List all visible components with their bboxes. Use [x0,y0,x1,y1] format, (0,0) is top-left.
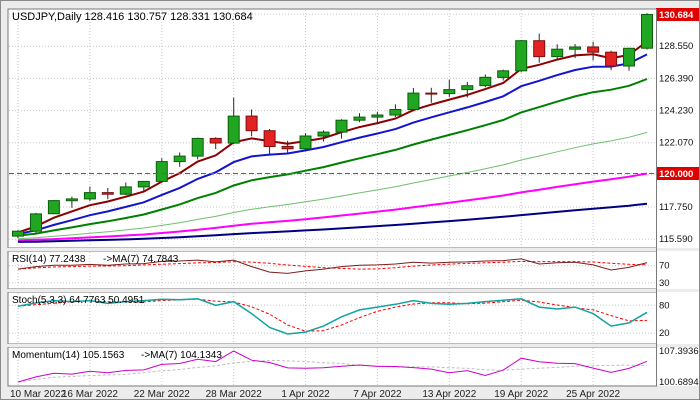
layer-scale: 70 30 80 20 107.3936 100.6894 128.550 126.390 12… [656,8,699,388]
price-scale-label: 122.070 [659,138,693,149]
overlay-ma-10 [17,53,648,235]
price-scale-label: 126.390 [659,73,693,84]
price-scale-label: 124.230 [659,106,693,117]
price-scale-label: 115.590 [659,234,693,245]
level-price-badge-text: 120.000 [659,169,693,180]
symbol-ohlc-header: USDJPY,Daily 128.416 130.757 128.331 130… [12,11,253,23]
panel-separator[interactable] [1,344,700,347]
time-axis-label: 25 Apr 2022 [566,389,620,400]
layer-indicators [9,258,656,383]
stoch-axis-label: 80 [659,300,670,311]
momentum-ma-label: ->MA(7) 104.1343 [141,350,222,361]
rsi-indicator-label: RSI(14) 77.2438 [12,254,86,265]
layer-candles [12,13,653,238]
rsi-ma-label: ->MA(7) 74.7843 [103,254,179,265]
time-axis-label: 13 Apr 2022 [422,389,476,400]
price-scale-column[interactable] [657,9,700,386]
price-scale-label: 117.750 [659,202,693,213]
time-axis-label: 28 Mar 2022 [206,389,263,400]
time-axis-label: 16 Mar 2022 [62,389,119,400]
overlay-ma-100 [17,172,648,242]
panel-separator[interactable] [1,289,700,292]
current-price-badge [656,8,699,21]
rsi-axis-label: 30 [659,278,670,289]
stoch-indicator-label: Stoch(5,3,3) 64.7763 50.4951 [12,295,145,306]
main-plot-area[interactable] [7,8,658,249]
time-axis-label: 22 Mar 2022 [134,389,191,400]
overlay-ma-5 [17,40,648,234]
mom-axis-label: 100.6894 [659,377,699,388]
price-scale-label: 128.550 [659,41,693,52]
stoch-line [17,298,648,335]
time-axis-label: 10 Mar 2022 [10,389,67,400]
stoch-axis-label: 20 [659,328,670,339]
overlay-ma-50 [17,131,648,240]
level-price-badge [656,167,699,180]
stoch-plot-area[interactable] [7,291,658,345]
mom-line [17,350,648,383]
momentum-indicator-label: Momentum(14) 105.1563 [12,350,125,361]
mom-signal-line [17,359,648,383]
rsi-line [17,258,648,274]
rsi-axis-label: 70 [659,261,670,272]
layer-overlays [17,40,648,243]
mom-axis-label: 107.3936 [659,346,699,357]
overlay-ma-200 [17,202,648,243]
time-axis-label: 1 Apr 2022 [281,389,330,400]
overlay-ma-20 [17,78,648,237]
current-price-badge-text: 130.684 [659,10,694,21]
time-axis-label: 19 Apr 2022 [494,389,548,400]
panel-separator[interactable] [1,248,700,251]
time-axis-label: 7 Apr 2022 [353,389,402,400]
